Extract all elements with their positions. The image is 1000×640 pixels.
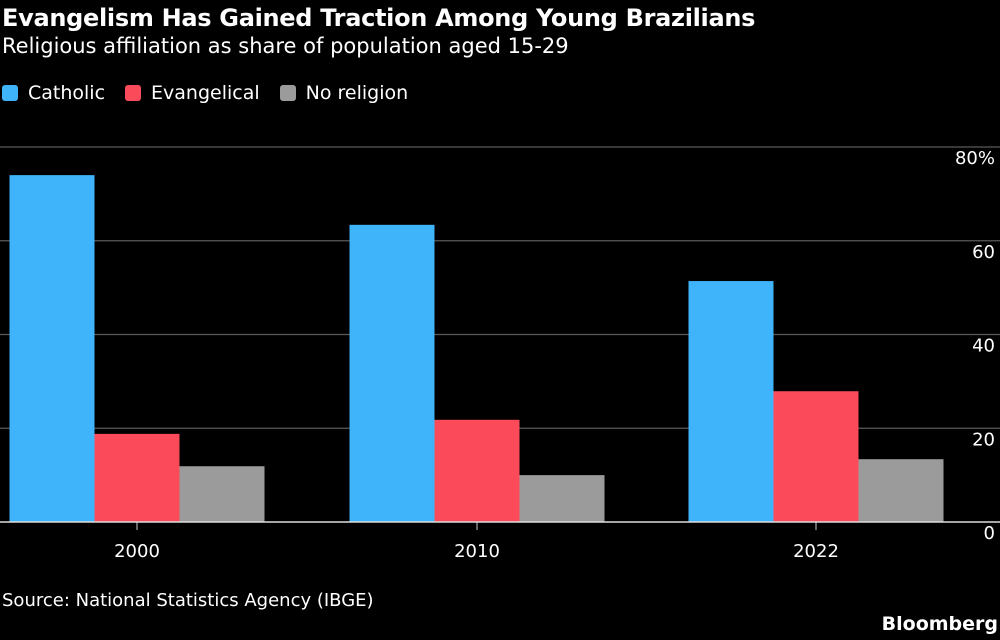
- legend-item: Catholic: [2, 82, 105, 104]
- bar-catholic-2010: [349, 224, 435, 522]
- legend-swatch: [279, 85, 296, 101]
- bar-evangelical-2022: [773, 391, 859, 522]
- chart-subtitle: Religious affiliation as share of popula…: [2, 34, 569, 58]
- x-tick-label: 2000: [114, 541, 160, 562]
- bar-no-religion-2000: [179, 466, 265, 522]
- legend-label: Evangelical: [151, 82, 260, 104]
- bar-catholic-2000: [9, 175, 95, 522]
- y-tick-label: 80%: [955, 148, 995, 169]
- bar-no-religion-2022: [858, 459, 944, 522]
- legend: Catholic Evangelical No religion: [2, 82, 408, 104]
- x-tick-label: 2010: [454, 541, 500, 562]
- bar-evangelical-2000: [94, 433, 180, 522]
- legend-item: No religion: [279, 82, 409, 104]
- source-note: Source: National Statistics Agency (IBGE…: [2, 590, 374, 611]
- legend-swatch: [125, 85, 142, 101]
- bar-no-religion-2010: [519, 475, 605, 522]
- y-tick-label: 40: [972, 336, 995, 357]
- bar-catholic-2022: [688, 281, 774, 522]
- y-tick-label: 0: [984, 523, 995, 544]
- y-tick-label: 60: [972, 242, 995, 263]
- x-tick-label: 2022: [793, 541, 839, 562]
- legend-swatch: [2, 85, 18, 101]
- legend-label: No religion: [305, 82, 409, 104]
- legend-item: Evangelical: [125, 82, 260, 104]
- legend-label: Catholic: [28, 82, 106, 104]
- bloomberg-logo: Bloomberg: [881, 613, 998, 635]
- y-tick-label: 20: [972, 429, 995, 450]
- bar-evangelical-2010: [434, 419, 520, 522]
- chart-title: Evangelism Has Gained Traction Among You…: [2, 4, 756, 32]
